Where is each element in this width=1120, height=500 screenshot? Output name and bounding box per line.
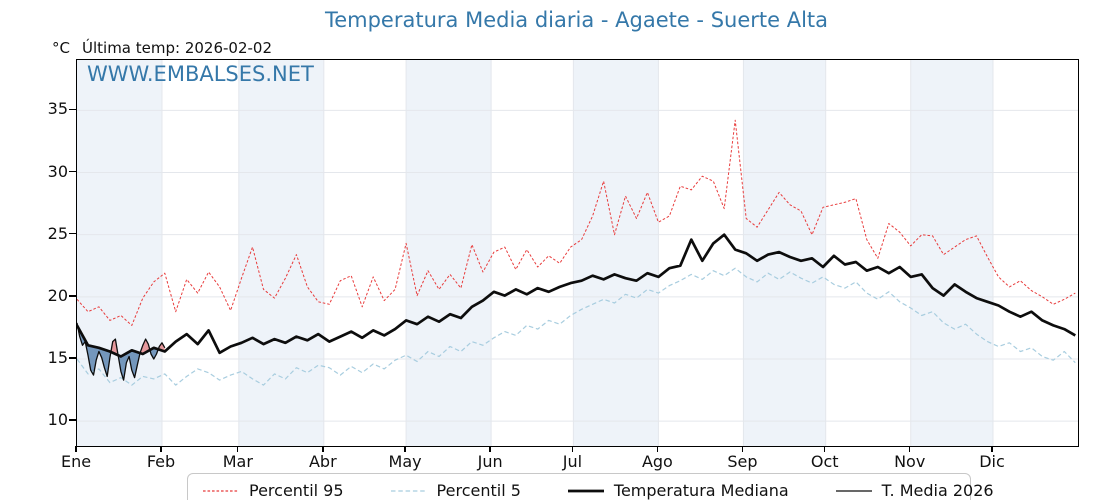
y-tick-mark bbox=[69, 170, 76, 173]
x-tick-label: Jul bbox=[562, 452, 583, 471]
x-tick-label: Sep bbox=[727, 452, 758, 471]
y-axis-unit-label: °C bbox=[52, 39, 70, 57]
y-tick-label: 10 bbox=[47, 410, 68, 430]
x-tick-label: Jun bbox=[477, 452, 503, 471]
x-tick-label: Nov bbox=[894, 452, 926, 471]
month-band bbox=[406, 60, 492, 446]
legend-item-t-media-2026: T. Media 2026 bbox=[835, 481, 994, 500]
month-band bbox=[910, 60, 993, 446]
x-tick-mark bbox=[991, 446, 993, 453]
fill-above-median bbox=[77, 322, 165, 356]
month-band bbox=[238, 60, 324, 446]
x-tick-mark bbox=[656, 446, 659, 453]
watermark: WWW.EMBALSES.NET bbox=[87, 62, 314, 86]
x-tick-mark bbox=[909, 446, 911, 453]
x-tick-mark bbox=[571, 446, 574, 453]
legend-line-sample-t-media-2026 bbox=[835, 489, 872, 492]
series-percentil-5 bbox=[77, 267, 1076, 386]
y-tick-label: 25 bbox=[47, 223, 68, 243]
fill-below-median bbox=[77, 326, 159, 381]
y-tick-mark bbox=[69, 295, 76, 297]
legend-item-percentil-95: Percentil 95 bbox=[202, 481, 344, 500]
series-t-media-2026 bbox=[77, 322, 166, 381]
legend-label-percentil-95: Percentil 95 bbox=[249, 481, 344, 500]
x-tick-mark bbox=[75, 446, 77, 453]
legend-label-temperatura-mediana: Temperatura Mediana bbox=[613, 481, 789, 500]
chart-svg bbox=[77, 60, 1078, 446]
legend-line-sample-temperatura-mediana bbox=[567, 489, 604, 492]
y-tick-mark bbox=[69, 357, 76, 359]
series-percentil-95 bbox=[77, 119, 1076, 326]
x-tick-label: Feb bbox=[146, 452, 176, 471]
last-temp-label: Última temp: 2026-02-02 bbox=[82, 39, 273, 57]
month-band bbox=[743, 60, 826, 446]
month-band bbox=[573, 60, 659, 446]
chart-title: Temperatura Media diaria - Agaete - Suer… bbox=[324, 8, 829, 32]
x-tick-label: Dic bbox=[979, 452, 1005, 471]
y-tick-mark bbox=[69, 419, 76, 421]
legend-label-t-media-2026: T. Media 2026 bbox=[881, 481, 994, 500]
x-tick-label: Oct bbox=[810, 452, 839, 471]
x-tick-mark bbox=[322, 446, 324, 453]
y-tick-mark bbox=[69, 108, 76, 111]
x-tick-mark bbox=[823, 446, 826, 453]
y-tick-mark bbox=[69, 232, 76, 235]
x-tick-label: Mar bbox=[222, 452, 253, 471]
y-tick-label: 15 bbox=[47, 347, 68, 367]
x-tick-label: Abr bbox=[308, 452, 337, 471]
legend-line-sample-percentil-5 bbox=[390, 489, 427, 492]
legend: Percentil 95 Percentil 5 Temperatura Med… bbox=[187, 473, 994, 500]
x-tick-mark bbox=[237, 446, 239, 453]
x-tick-mark bbox=[404, 446, 406, 453]
x-tick-label: Ago bbox=[641, 452, 673, 471]
x-tick-mark bbox=[489, 446, 491, 453]
month-band bbox=[77, 60, 163, 446]
legend-item-temperatura-mediana: Temperatura Mediana bbox=[567, 481, 789, 500]
y-tick-label: 30 bbox=[47, 161, 68, 181]
legend-item-percentil-5: Percentil 5 bbox=[390, 481, 521, 500]
x-tick-label: Ene bbox=[60, 452, 92, 471]
series-temperatura-mediana bbox=[77, 233, 1076, 358]
x-tick-label: May bbox=[388, 452, 422, 471]
plot-area: WWW.EMBALSES.NET bbox=[76, 59, 1079, 447]
y-tick-label: 20 bbox=[47, 285, 68, 305]
legend-line-sample-percentil-95 bbox=[203, 489, 239, 492]
x-tick-mark bbox=[160, 446, 162, 453]
x-tick-mark bbox=[741, 446, 744, 453]
y-tick-label: 35 bbox=[47, 99, 68, 119]
legend-label-percentil-5: Percentil 5 bbox=[436, 481, 521, 500]
